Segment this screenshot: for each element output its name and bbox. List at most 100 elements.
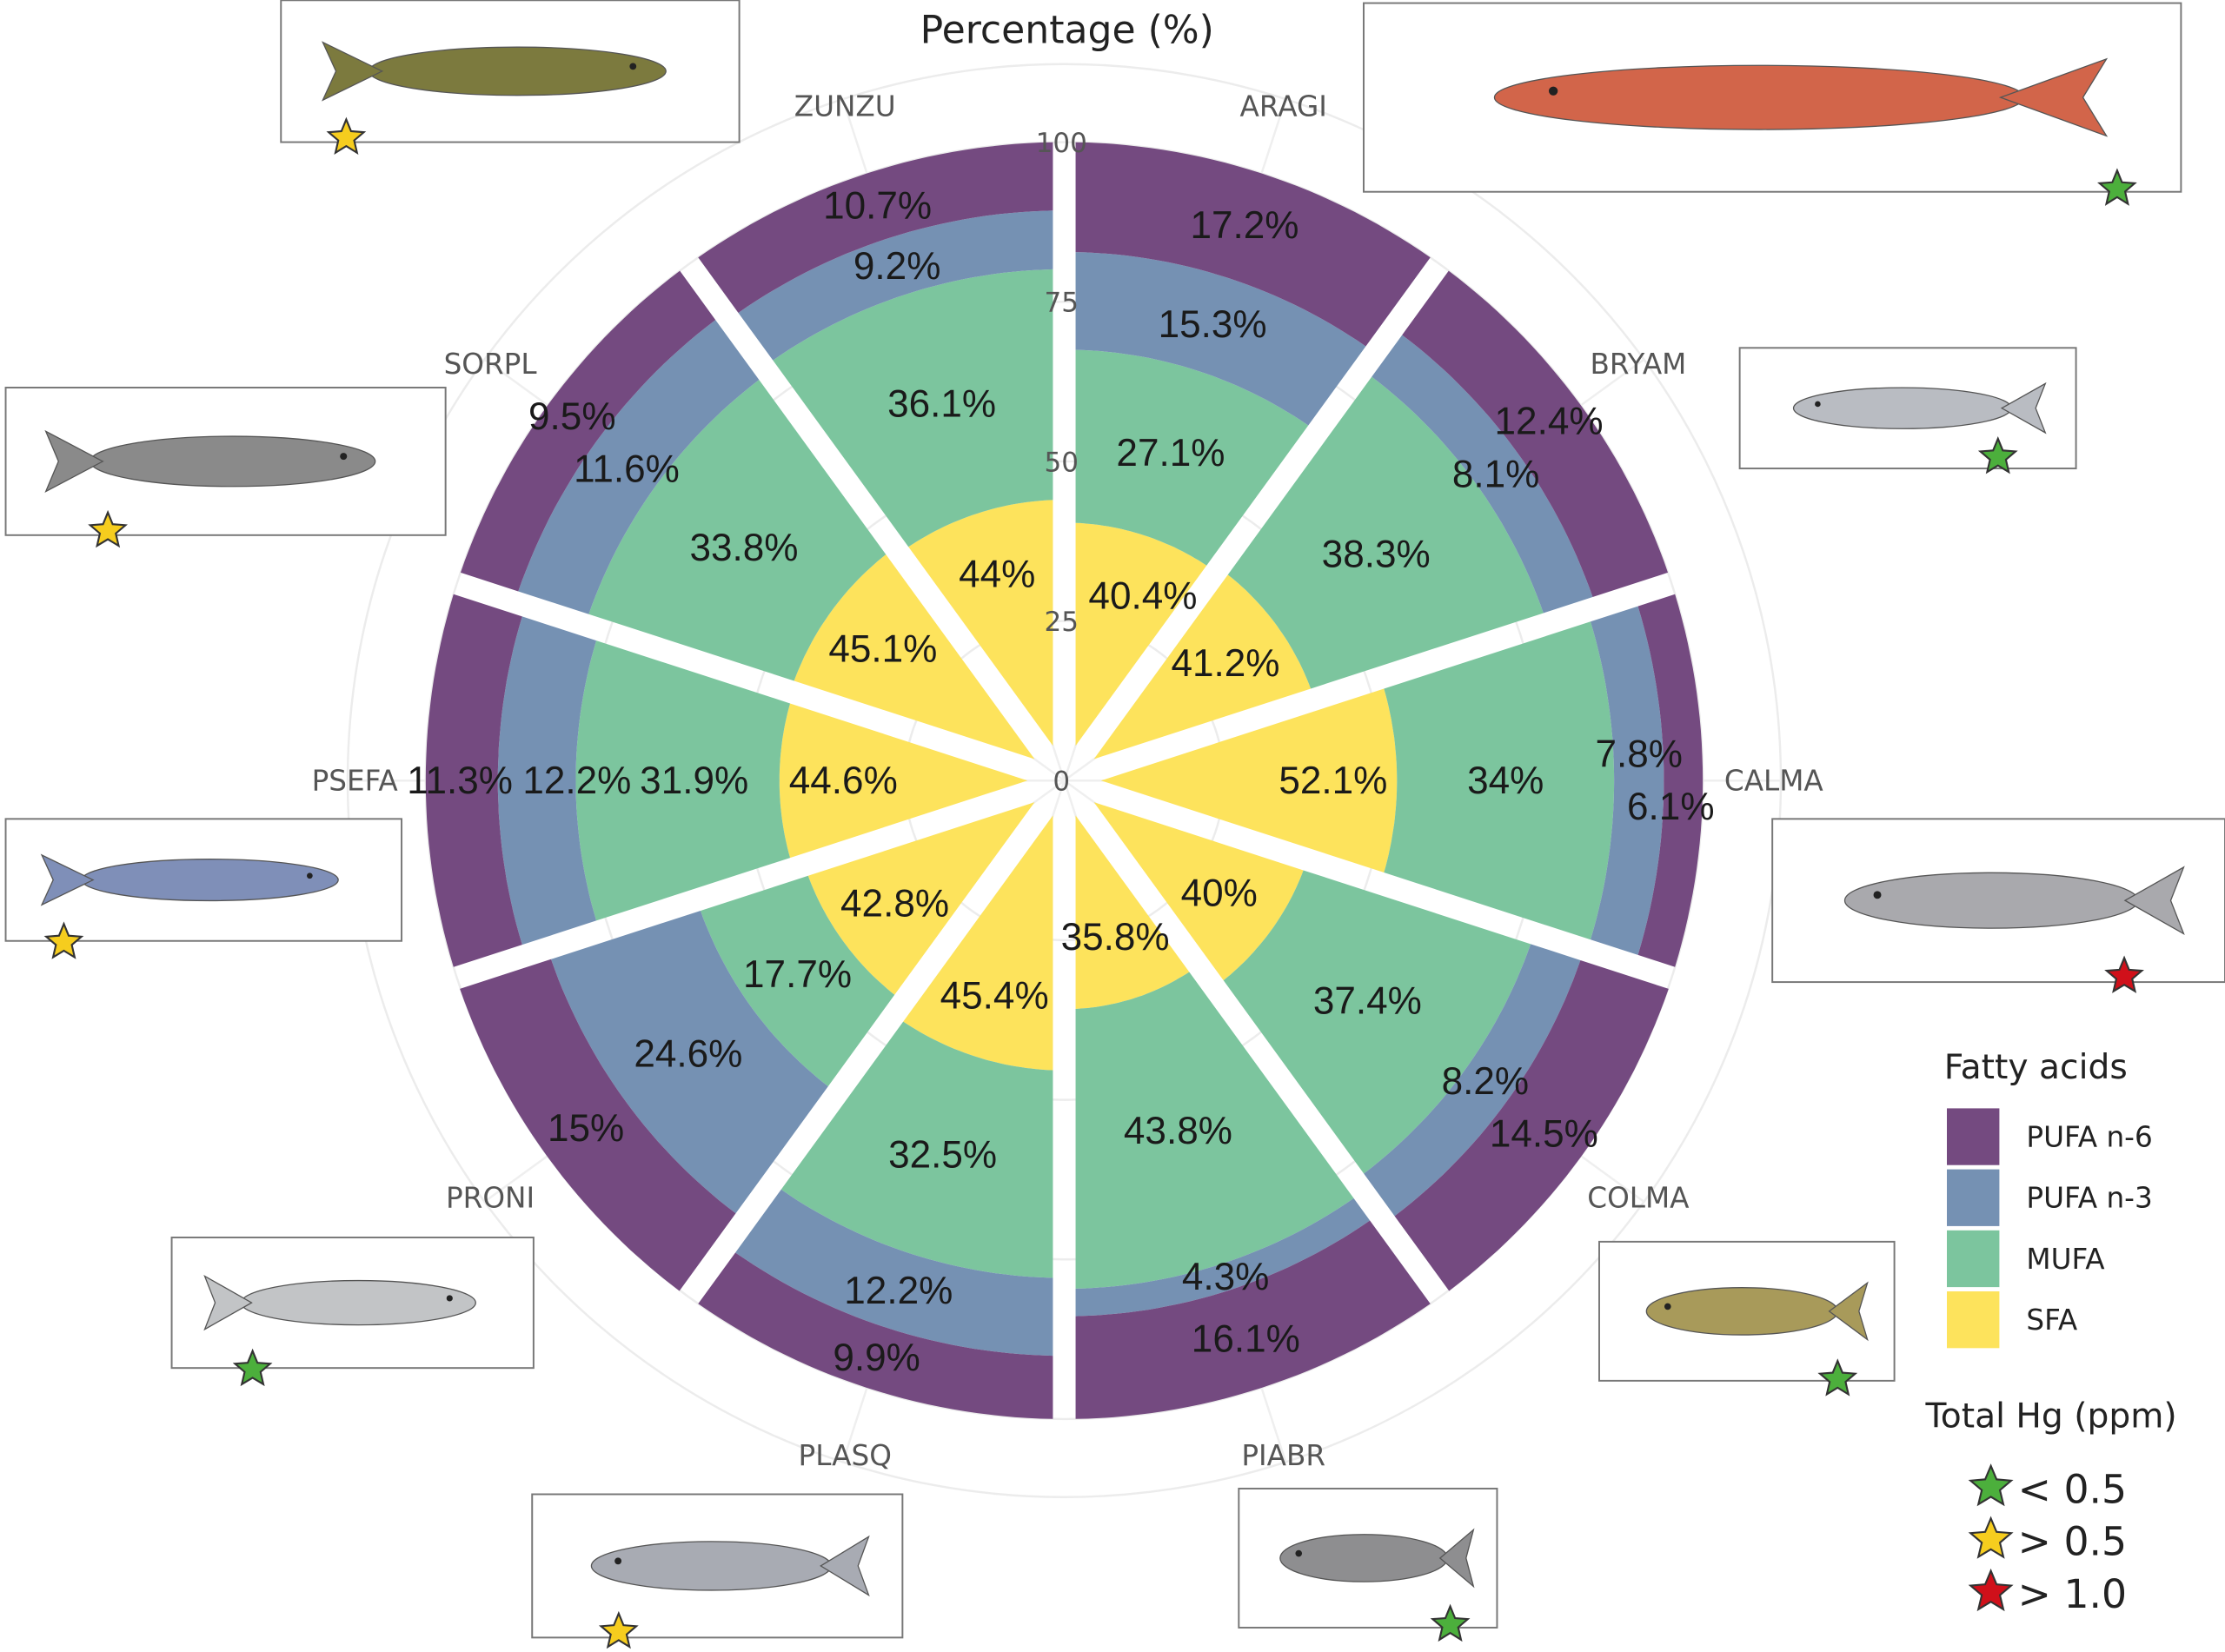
data-label: 11.3% — [407, 760, 513, 802]
hg-star-icon — [43, 921, 84, 959]
fish-image-sorpl — [4, 387, 447, 548]
bar-segment-sorpl-mufa — [588, 380, 887, 681]
data-label: 4.3% — [1182, 1256, 1269, 1298]
data-label: 45.1% — [828, 627, 937, 670]
bars — [425, 142, 1704, 1419]
bar-segment-aragi-pufa-n-3 — [1075, 252, 1366, 426]
bar-segment-bryam-sfa — [1093, 574, 1312, 760]
data-label: 16.1% — [1192, 1317, 1300, 1360]
fish-icon — [1645, 1281, 1869, 1342]
bar-segment-colma-pufa-n-3 — [1364, 944, 1581, 1217]
data-label: 9.5% — [528, 395, 615, 438]
data-label: 9.9% — [833, 1337, 920, 1379]
data-label: 34% — [1467, 760, 1544, 802]
data-label: 6.1% — [1627, 786, 1714, 828]
bar-segment-bryam-pufa-n-3 — [1372, 335, 1593, 614]
hg-legend-label: > 1.0 — [2018, 1571, 2128, 1617]
fish-image-zunzu — [280, 0, 741, 156]
bar-segment-calma-pufa-n-6 — [1637, 594, 1704, 967]
hg-star-icon — [1430, 1603, 1471, 1642]
data-label: 12.4% — [1495, 401, 1604, 443]
data-label: 15% — [548, 1107, 624, 1150]
bar-segment-zunzu-pufa-n-6 — [698, 142, 1053, 313]
fish-icon — [1843, 866, 2185, 935]
legend-title: Fatty acids — [1944, 1048, 2128, 1087]
bar-segment-sorpl-pufa-n-6 — [460, 270, 716, 592]
category-label-piabr: PIABR — [1241, 1439, 1325, 1472]
legend-swatch — [1947, 1108, 2000, 1165]
bar-segment-aragi-pufa-n-6 — [1075, 142, 1431, 347]
category-label-calma: CALMA — [1724, 765, 1823, 798]
bar-segment-colma-mufa — [1223, 870, 1531, 1174]
data-label: 10.7% — [823, 185, 932, 228]
bar-segment-colma-pufa-n-6 — [1394, 959, 1669, 1291]
legend-hg: Total Hg (ppm) < 0.5 > 0.5 > 1.0 — [1925, 1397, 2177, 1617]
fish-image-psefa — [4, 818, 403, 959]
fish-icon — [590, 1535, 870, 1597]
legend-label: MUFA — [2026, 1243, 2105, 1276]
legend-label: PUFA n-6 — [2026, 1120, 2152, 1153]
category-label-psefa: PSEFA — [312, 765, 399, 798]
hg-star-icon — [2097, 168, 2137, 206]
data-label: 35.8% — [1061, 916, 1170, 959]
fish-image-aragi — [1363, 2, 2182, 206]
data-label: 9.2% — [853, 245, 940, 288]
bar-segment-calma-mufa — [1384, 621, 1615, 940]
bar-segment-plasq-pufa-n-3 — [735, 1189, 1053, 1357]
bar-segment-sorpl-pufa-n-3 — [518, 320, 760, 614]
fish-icon — [322, 41, 667, 102]
fish-icon — [1279, 1528, 1475, 1589]
data-label: 27.1% — [1116, 432, 1225, 474]
fish-images — [4, 0, 2225, 1649]
bar-segment-proni-mufa — [701, 875, 895, 1087]
category-label-proni: PRONI — [446, 1182, 535, 1215]
radial-tick-label: 100 — [1036, 128, 1087, 159]
bar-segment-psefa-pufa-n-3 — [497, 616, 597, 945]
data-label: 11.6% — [574, 448, 680, 491]
bar-segment-bryam-mufa — [1227, 376, 1544, 689]
bar-segment-colma-sfa — [1093, 802, 1304, 981]
chart-title: Percentage (%) — [920, 8, 1214, 52]
bar-segment-zunzu-sfa — [908, 500, 1053, 746]
bar-segment-proni-pufa-n-6 — [460, 959, 736, 1291]
bar-segment-plasq-mufa — [780, 1021, 1053, 1278]
data-label: 44.6% — [789, 760, 898, 802]
data-label: 41.2% — [1171, 642, 1279, 685]
bar-segment-proni-sfa — [807, 802, 1035, 995]
hg-star-icon — [2104, 955, 2144, 993]
data-label: 33.8% — [690, 527, 799, 569]
fish-icon — [40, 853, 339, 906]
fish-image-plasq — [531, 1493, 904, 1649]
bar-segment-psefa-mufa — [575, 640, 791, 921]
radial-tick-label: 75 — [1044, 288, 1078, 319]
data-label: 45.4% — [940, 974, 1049, 1017]
data-labels: 40.4% 27.1% 15.3% 17.2% 41.2% 38.3% 8.1% 12.4% 5… — [407, 185, 1714, 1380]
category-label-colma: COLMA — [1587, 1182, 1690, 1215]
bar-segment-piabr-pufa-n-3 — [1075, 1198, 1371, 1317]
fish-image-piabr — [1238, 1487, 1498, 1642]
fish-image-calma — [1771, 818, 2225, 993]
data-label: 43.8% — [1124, 1110, 1232, 1152]
legend-swatch — [1947, 1169, 2000, 1226]
hg-star-icon — [1977, 435, 2018, 474]
hg-legend-star-icon — [1968, 1568, 2014, 1612]
fish-icon — [1792, 381, 2047, 435]
category-label-zunzu: ZUNZU — [794, 90, 896, 123]
data-label: 17.7% — [743, 953, 852, 996]
fish-icon — [1493, 57, 2109, 137]
data-label: 17.2% — [1191, 204, 1299, 247]
bar-segment-sorpl-sfa — [794, 554, 1035, 760]
data-label: 40% — [1181, 872, 1258, 915]
data-label: 8.2% — [1442, 1060, 1529, 1103]
data-label: 12.2% — [522, 760, 631, 802]
bar-segment-zunzu-pufa-n-3 — [738, 210, 1053, 361]
bar-segment-bryam-pufa-n-6 — [1402, 270, 1669, 597]
data-label: 15.3% — [1159, 303, 1267, 346]
hg-legend-star-icon — [1968, 1516, 2014, 1559]
fish-image-proni — [170, 1236, 535, 1387]
fish-image-bryam — [1738, 347, 2077, 474]
hg-star-icon — [326, 116, 367, 156]
bar-segment-plasq-pufa-n-6 — [698, 1252, 1053, 1419]
hg-legend-star-icon — [1968, 1463, 2014, 1507]
bar-segment-aragi-sfa — [1075, 522, 1207, 746]
